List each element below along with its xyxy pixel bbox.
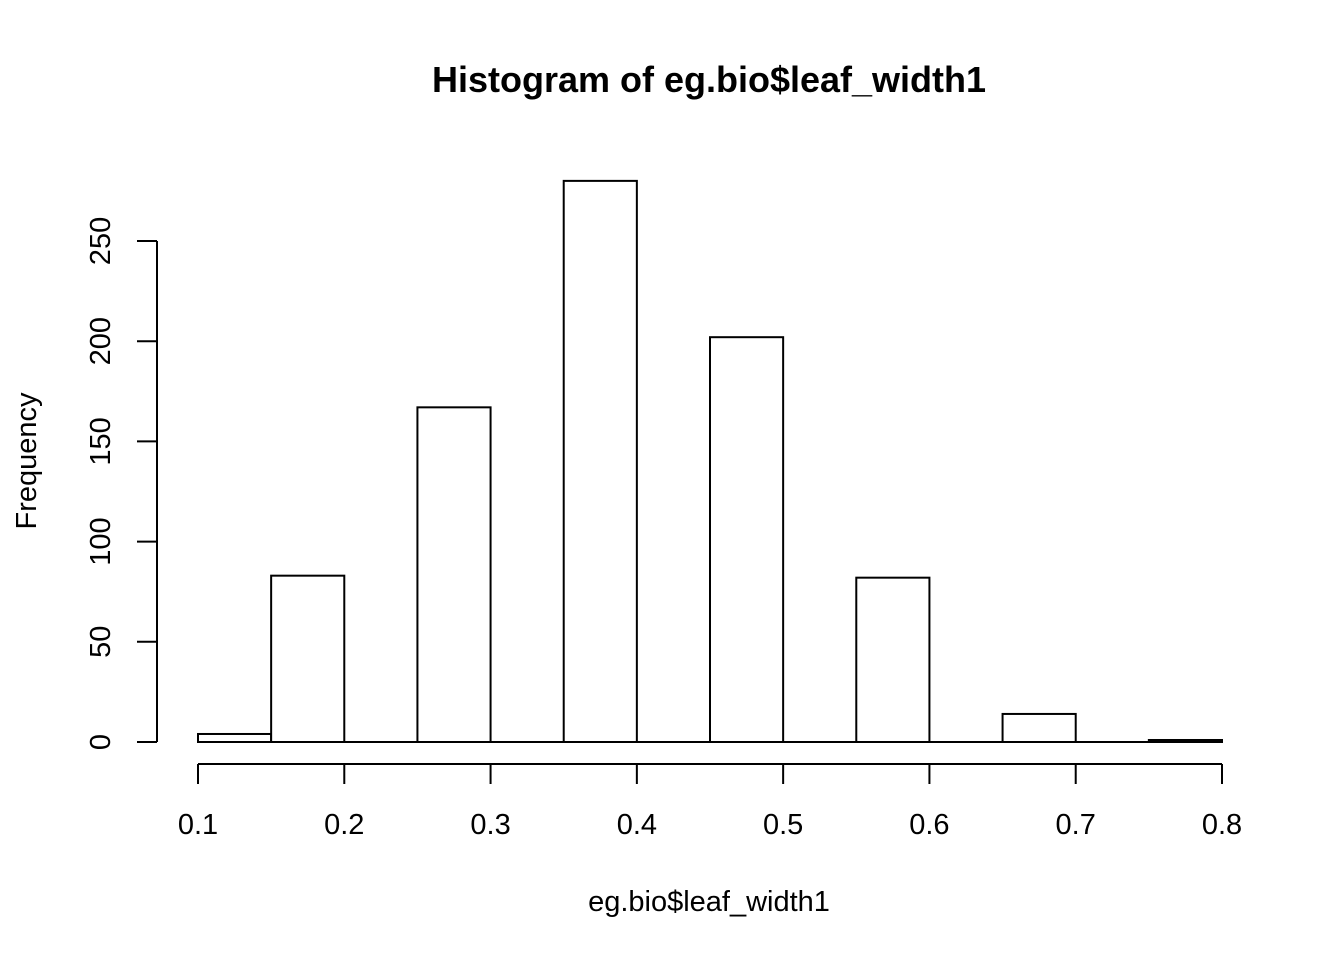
histogram-bar-11	[1001, 712, 1077, 743]
x-tick-label: 0.4	[617, 809, 657, 841]
x-tick-label: 0.1	[178, 809, 218, 841]
histogram-bar-7	[709, 336, 785, 743]
y-tick-label: 150	[85, 417, 117, 465]
y-tick-label: 200	[85, 317, 117, 365]
histogram-bar-1	[270, 574, 346, 744]
y-tick-label: 50	[85, 626, 117, 658]
x-tick-label: 0.5	[763, 809, 803, 841]
histogram-bar-9	[855, 576, 931, 743]
x-axis-label: eg.bio$leaf_width1	[588, 886, 830, 918]
bars-layer	[197, 179, 1224, 744]
x-tick-label: 0.2	[324, 809, 364, 841]
x-tick-label: 0.3	[470, 809, 510, 841]
x-tick-label: 0.8	[1202, 809, 1242, 841]
x-tick-label: 0.6	[909, 809, 949, 841]
y-tick-label: 0	[85, 734, 117, 750]
x-tick-label: 0.7	[1056, 809, 1096, 841]
histogram-bar-3	[416, 406, 492, 743]
y-tick-label: 250	[85, 217, 117, 265]
y-axis-label: Frequency	[11, 392, 43, 530]
x-axis: 0.1 0.2 0.3 0.4 0.5 0.6 0.7 0.8	[178, 763, 1242, 841]
histogram-bar-5	[562, 179, 638, 743]
chart-title: Histogram of eg.bio$leaf_width1	[432, 59, 986, 100]
y-axis: 0 50 100 150 200 250	[85, 217, 158, 750]
y-tick-label: 100	[85, 517, 117, 565]
histogram-bar-0	[197, 732, 273, 744]
